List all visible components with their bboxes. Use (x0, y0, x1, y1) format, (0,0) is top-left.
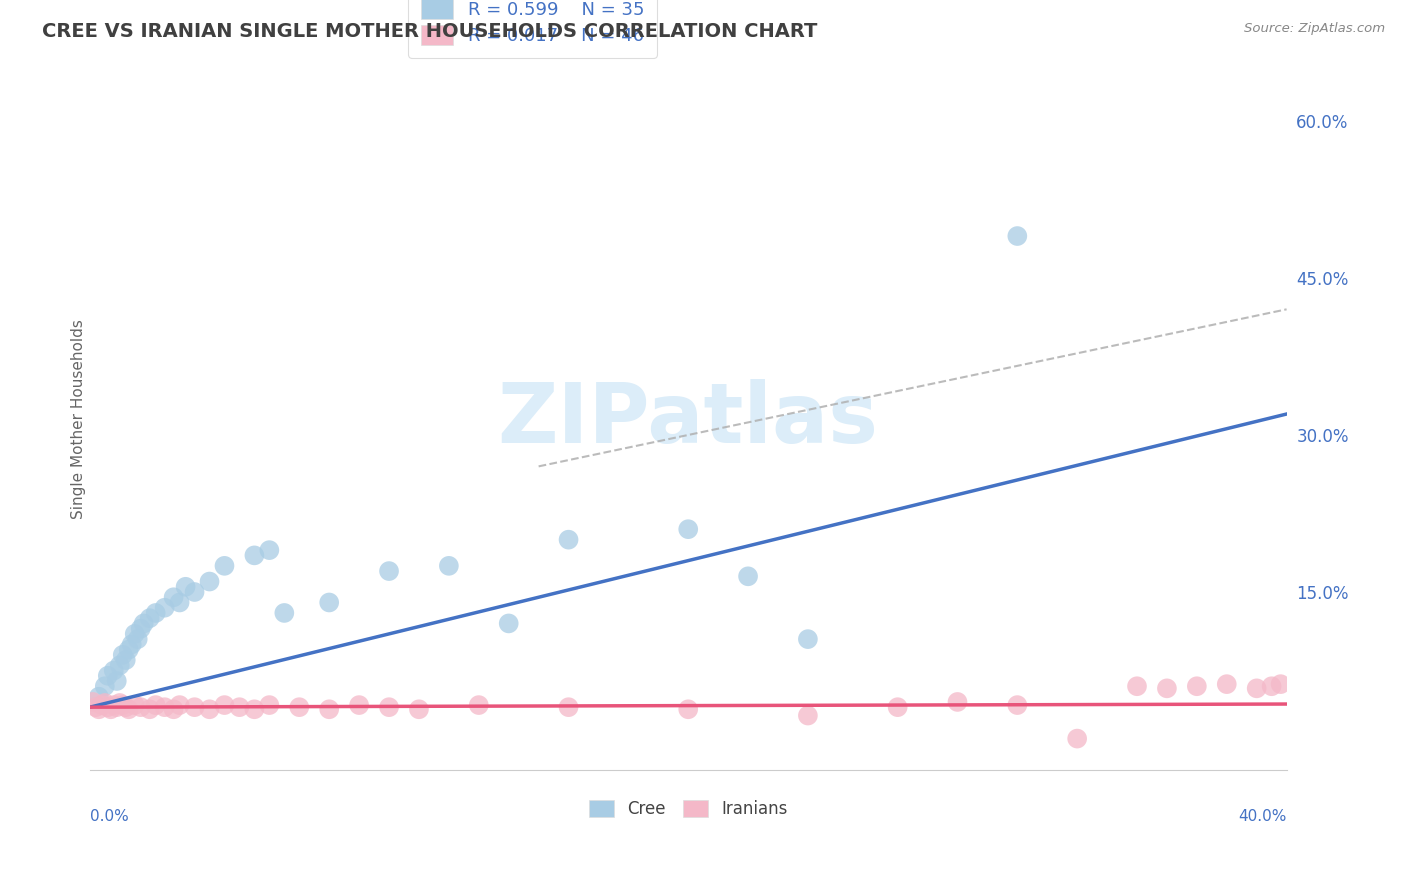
Point (498, 616, 520, 631)
Point (1270, 677, 1292, 691)
Point (127, 632, 149, 647)
Point (129, 700, 152, 714)
Point (318, 595, 340, 609)
Point (228, 700, 250, 714)
Point (87, 690, 110, 704)
Point (145, 698, 167, 712)
Point (1246, 681, 1268, 696)
Point (103, 698, 125, 712)
Point (1216, 677, 1239, 691)
Point (114, 653, 136, 667)
Point (1260, 679, 1282, 693)
Point (468, 698, 491, 712)
Point (108, 658, 131, 673)
Point (378, 564, 401, 578)
Point (87, 702, 110, 716)
Point (214, 558, 236, 573)
Point (111, 648, 134, 662)
Point (105, 700, 128, 714)
Point (243, 702, 266, 716)
Point (124, 698, 146, 712)
Point (105, 673, 128, 688)
Legend: Cree, Iranians: Cree, Iranians (582, 793, 794, 825)
Point (737, 569, 759, 583)
Point (124, 627, 146, 641)
Point (259, 698, 281, 712)
Point (94, 696, 117, 710)
Point (82, 695, 104, 709)
Point (90, 698, 112, 712)
Point (946, 695, 969, 709)
Point (259, 543, 281, 558)
Point (118, 642, 141, 657)
Point (169, 595, 191, 609)
Point (103, 664, 125, 678)
Point (288, 700, 311, 714)
Text: ZIPatlas: ZIPatlas (498, 379, 879, 459)
Point (1007, 229, 1029, 244)
Point (198, 702, 221, 716)
Point (97, 700, 120, 714)
Point (243, 549, 266, 563)
Point (797, 632, 820, 647)
Point (1007, 698, 1029, 712)
Point (118, 702, 141, 716)
Point (129, 622, 152, 636)
Point (1185, 679, 1208, 693)
Point (1156, 681, 1178, 696)
Text: CREE VS IRANIAN SINGLE MOTHER HOUSEHOLDS CORRELATION CHART: CREE VS IRANIAN SINGLE MOTHER HOUSEHOLDS… (42, 22, 817, 41)
Point (437, 558, 460, 573)
Y-axis label: Single Mother Households: Single Mother Households (72, 319, 86, 519)
Point (408, 702, 430, 716)
Point (162, 591, 184, 605)
Point (153, 600, 176, 615)
Point (886, 700, 908, 714)
Point (132, 616, 155, 631)
Point (557, 700, 579, 714)
Point (676, 522, 699, 536)
Point (169, 698, 191, 712)
Point (378, 700, 401, 714)
Point (100, 702, 122, 716)
Point (183, 700, 205, 714)
Point (797, 708, 820, 723)
Text: 0.0%: 0.0% (90, 808, 128, 823)
Point (121, 637, 143, 651)
Point (114, 700, 136, 714)
Point (174, 580, 197, 594)
Point (111, 698, 134, 712)
Point (84, 700, 107, 714)
Point (138, 611, 160, 625)
Point (138, 702, 160, 716)
Text: 40.0%: 40.0% (1239, 808, 1286, 823)
Point (108, 696, 131, 710)
Point (94, 679, 117, 693)
Point (273, 606, 295, 620)
Point (676, 702, 699, 716)
Point (318, 702, 340, 716)
Point (198, 574, 221, 589)
Point (347, 698, 370, 712)
Point (145, 606, 167, 620)
Point (162, 702, 184, 716)
Point (214, 698, 236, 712)
Point (1126, 679, 1149, 693)
Point (1066, 731, 1088, 746)
Point (97, 669, 120, 683)
Point (557, 533, 579, 547)
Text: Source: ZipAtlas.com: Source: ZipAtlas.com (1244, 22, 1385, 36)
Point (183, 585, 205, 599)
Point (153, 700, 176, 714)
